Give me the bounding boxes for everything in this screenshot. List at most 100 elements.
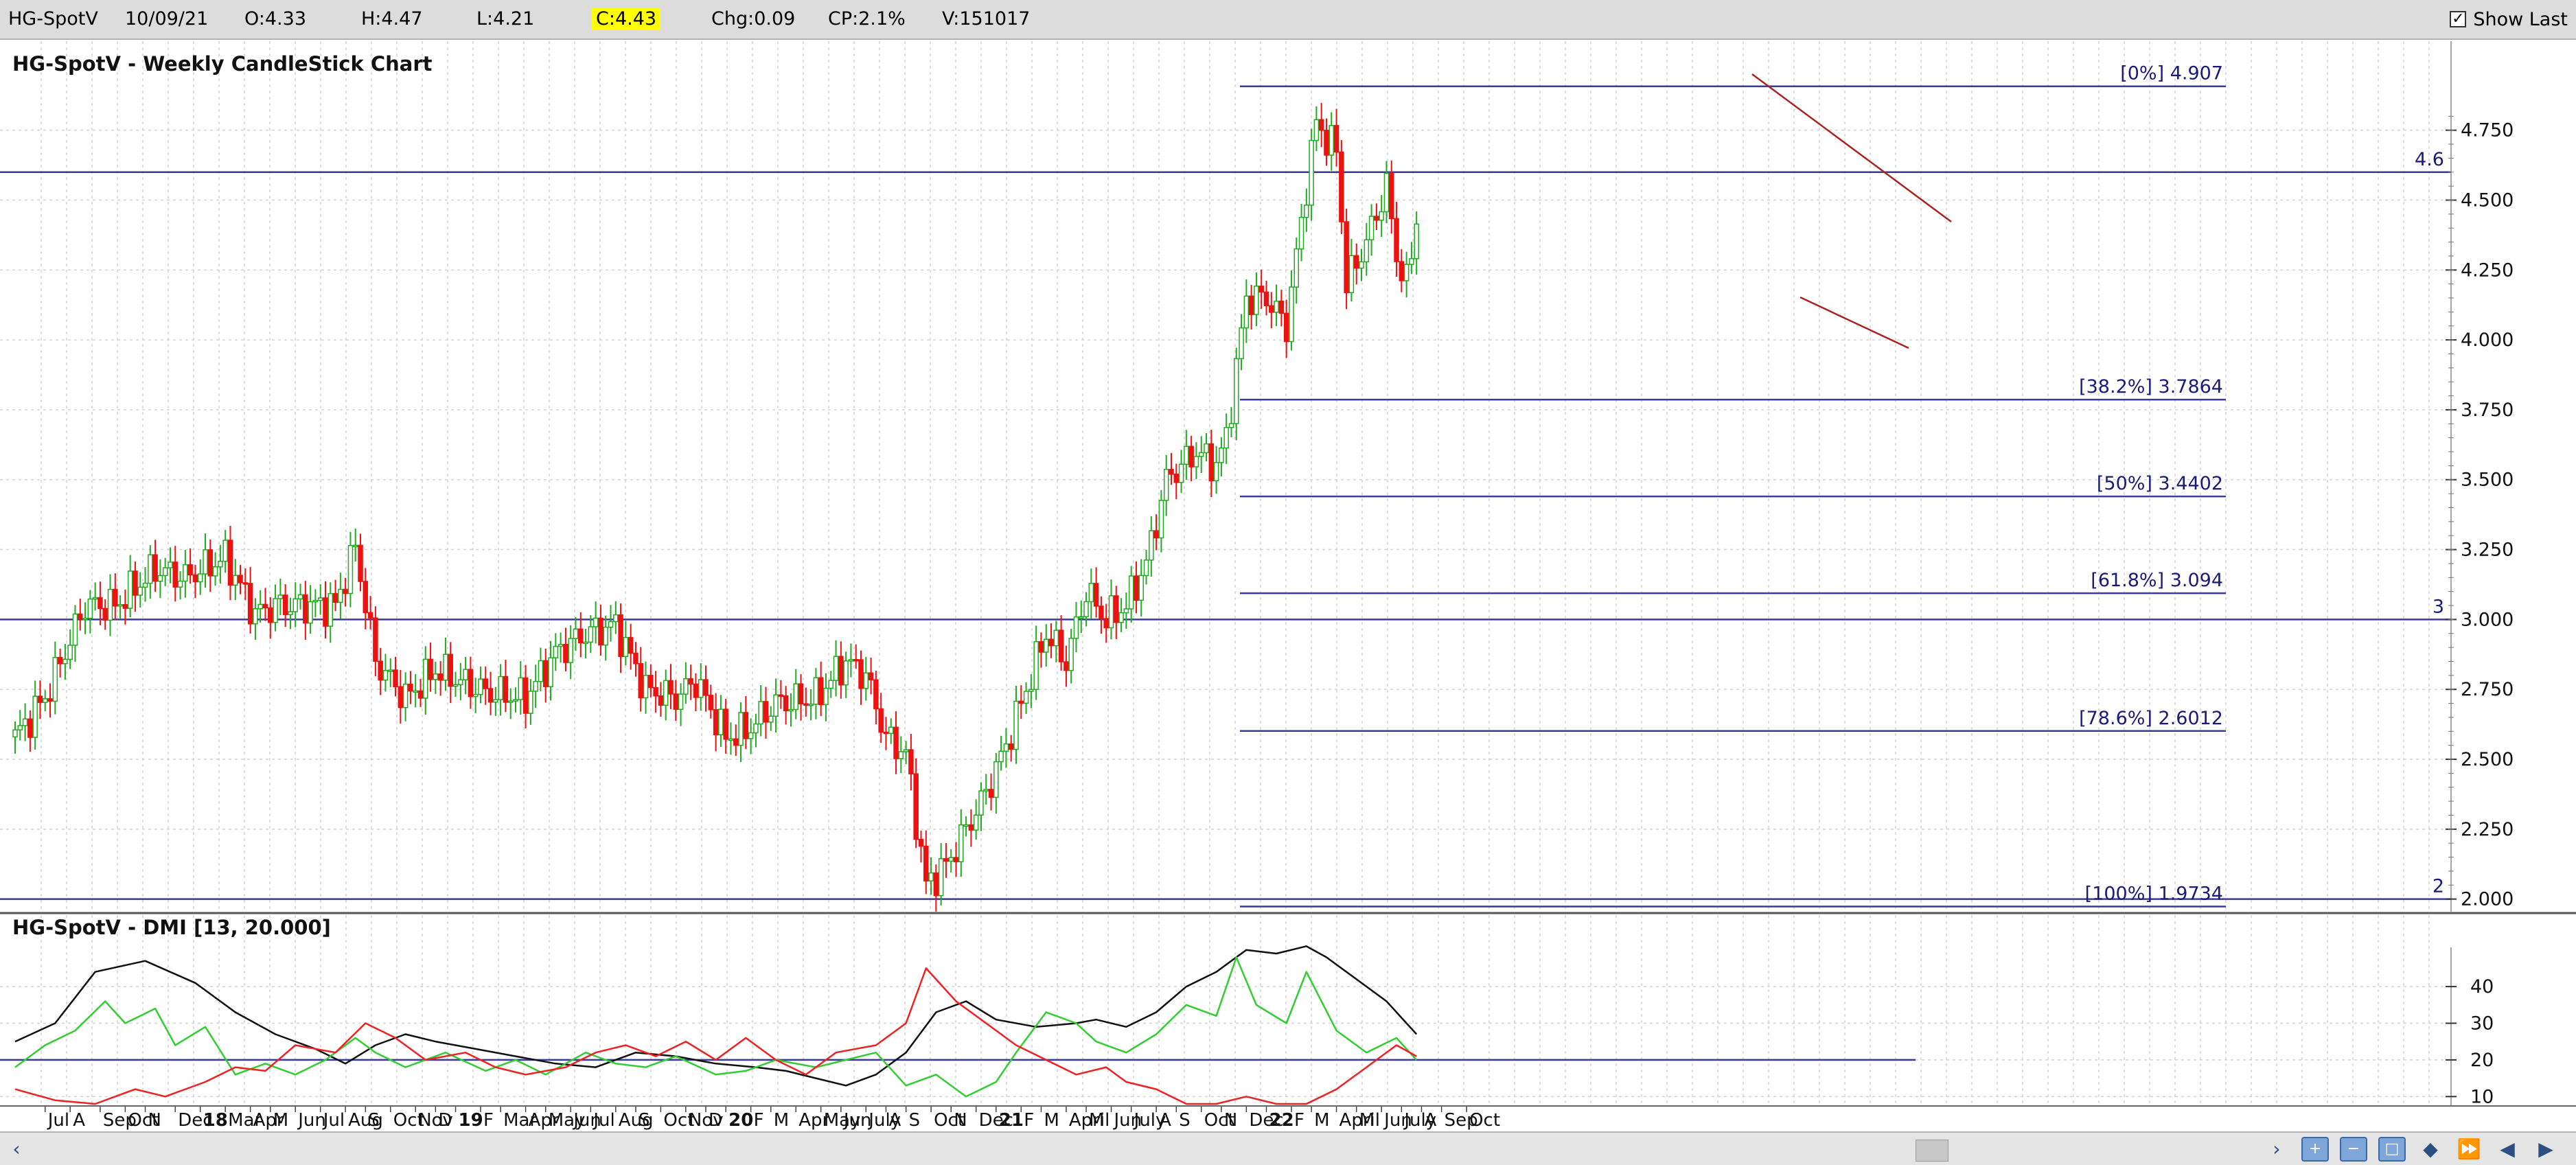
candle-body	[1043, 638, 1049, 653]
candle-body	[72, 613, 78, 646]
candle-body	[1023, 691, 1029, 704]
candle-body	[748, 732, 754, 739]
compress-icon[interactable]: ◆	[2423, 1138, 2438, 1160]
time-tick-label: Apr	[798, 1110, 829, 1131]
candle-body	[953, 857, 959, 862]
candle-body	[1248, 295, 1254, 315]
time-tick-label: Jul	[47, 1110, 69, 1131]
price-tick-label: 2.500	[2461, 749, 2514, 770]
candle-body	[78, 613, 83, 620]
candle-body	[928, 872, 934, 881]
candle-body	[943, 858, 949, 862]
time-tick-label: Jun	[1383, 1110, 1412, 1131]
candle-body	[1243, 295, 1250, 329]
candle-body	[323, 597, 328, 627]
close-value: C:4.43	[592, 8, 661, 30]
candle-body	[918, 838, 924, 847]
time-tick-label: 21	[999, 1110, 1024, 1131]
dmi-tick-label: 40	[2470, 976, 2494, 997]
scroll-right-arrow-icon[interactable]: ›	[2273, 1138, 2281, 1160]
time-tick-label: N	[1224, 1110, 1237, 1131]
candle-body	[463, 669, 468, 680]
candle-body	[218, 560, 223, 568]
candle-body	[277, 595, 284, 599]
time-tick-label: Jun	[572, 1110, 601, 1131]
candle-body	[177, 580, 183, 588]
candle-body	[12, 729, 18, 738]
dmi-chart-title: HG-SpotV - DMI [13, 20.000]	[12, 916, 331, 939]
candle-body	[973, 814, 979, 831]
candle-body	[97, 597, 103, 610]
time-tick-label: Dec	[178, 1110, 212, 1131]
zoom-reset-icon[interactable]: □	[2378, 1137, 2406, 1162]
time-tick-label: N	[148, 1110, 161, 1131]
candle-body	[378, 660, 383, 681]
candle-body	[17, 725, 23, 730]
price-tick-label: 4.750	[2461, 120, 2514, 141]
scroll-left-arrow-icon[interactable]: ‹	[12, 1138, 21, 1160]
show-last-toggle[interactable]: ✓ Show Last	[2450, 7, 2568, 32]
candle-body	[663, 680, 669, 706]
candle-body	[1018, 700, 1024, 704]
show-last-checkbox[interactable]: ✓	[2450, 11, 2467, 27]
candle-body	[778, 694, 784, 697]
price-tick-label: 4.250	[2461, 259, 2514, 281]
candle-body	[1283, 312, 1289, 343]
candle-body	[618, 614, 623, 657]
candle-body	[343, 588, 348, 595]
candle-body	[157, 575, 163, 582]
time-tick-label: Aug	[619, 1110, 654, 1131]
time-tick-label: M	[1089, 1110, 1104, 1131]
scroll-bar[interactable]: ‹ › + − □ ◆ ⏩ ◀ ▶	[0, 1131, 2576, 1165]
candle-body	[993, 761, 999, 798]
candle-body	[472, 693, 479, 697]
candle-body	[142, 582, 148, 588]
lower-trendline	[1799, 296, 1909, 349]
time-tick-label: July	[867, 1110, 901, 1131]
candle-body	[1103, 618, 1109, 629]
candle-body	[388, 669, 393, 672]
zoom-out-icon[interactable]: −	[2340, 1137, 2367, 1162]
candle-body	[242, 582, 249, 585]
candle-body	[768, 715, 774, 723]
time-tick-label: 19	[459, 1110, 483, 1131]
candle-body	[858, 659, 864, 689]
candle-body	[1053, 630, 1059, 647]
candle-body	[332, 592, 338, 603]
candle-body	[693, 683, 699, 698]
page-back-icon[interactable]: ◀	[2500, 1138, 2515, 1160]
candle-body	[513, 699, 518, 702]
candle-body	[27, 718, 33, 738]
change-value: Chg:0.09	[711, 8, 796, 30]
candle-body	[1188, 446, 1194, 468]
candle-body	[1048, 638, 1054, 647]
candle-body	[933, 872, 939, 897]
candle-body	[713, 709, 719, 735]
time-tick-label: 20	[728, 1110, 753, 1131]
candle-body	[1353, 255, 1359, 269]
candle-body	[873, 679, 879, 710]
fib-label: [100%] 1.9734	[2085, 883, 2223, 904]
candle-body	[133, 570, 138, 596]
dmi-mdi-line	[14, 967, 1417, 1105]
page-forward-icon[interactable]: ▶	[2538, 1138, 2553, 1160]
candle-body	[303, 594, 308, 624]
candle-body	[352, 544, 358, 548]
candle-body	[533, 680, 538, 692]
time-tick-label: Oct	[128, 1110, 159, 1131]
quote-toolbar: HG-SpotV 10/09/21 O:4.33 H:4.47 L:4.21 C…	[0, 0, 2576, 40]
price-axis: 2.000 2.250 2.500 2.750 3.000 3.250 3.500 3.750…	[2446, 41, 2514, 912]
candle-body	[428, 658, 433, 680]
change-percent-value: CP:2.1%	[828, 8, 906, 30]
time-tick-label: M	[774, 1110, 789, 1131]
candle-body	[113, 588, 118, 607]
candle-body	[92, 597, 98, 600]
candle-body	[783, 695, 789, 711]
candle-body	[478, 678, 483, 695]
candle-body	[833, 656, 839, 681]
candle-body	[317, 597, 323, 601]
expand-icon[interactable]: ⏩	[2457, 1138, 2481, 1160]
zoom-in-icon[interactable]: +	[2301, 1137, 2329, 1162]
scroll-thumb[interactable]	[1916, 1140, 1948, 1162]
